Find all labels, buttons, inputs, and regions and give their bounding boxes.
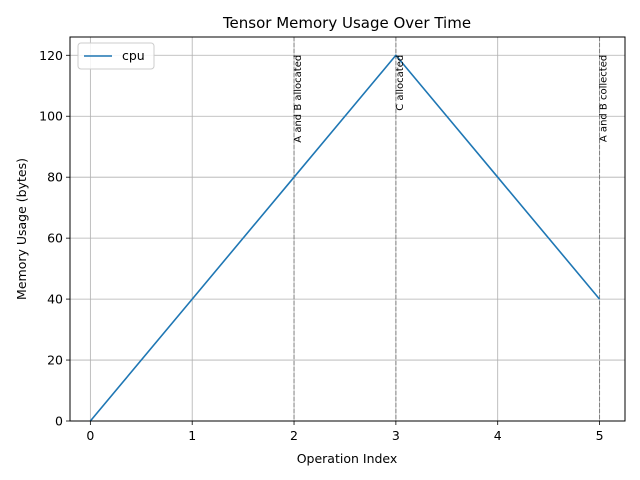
x-tick-label: 4: [494, 428, 502, 443]
x-tick-label: 0: [86, 428, 94, 443]
plot-frame: [69, 36, 626, 422]
series-line-cpu: [89, 54, 601, 422]
y-tick-label: 80: [47, 170, 63, 185]
annotation-label: A and B allocated: [293, 55, 304, 143]
y-tick-label: 40: [47, 292, 63, 307]
legend-box: [77, 42, 155, 70]
y-tick-label: 60: [47, 231, 63, 246]
legend: cpu: [77, 42, 155, 70]
y-tick-label: 20: [47, 353, 63, 368]
x-tick-label: 2: [290, 428, 298, 443]
y-tick-label: 120: [39, 48, 63, 63]
legend-label-cpu: cpu: [122, 48, 145, 63]
annotation-label: A and B collected: [599, 55, 610, 142]
y-axis-label: Memory Usage (bytes): [14, 158, 29, 300]
annotation-labels: A and B allocated C allocated A and B coll…: [293, 55, 610, 143]
chart-title: Tensor Memory Usage Over Time: [222, 14, 471, 32]
annotation-lines: [293, 37, 601, 421]
y-tick-label: 100: [39, 109, 63, 124]
x-axis-label: Operation Index: [297, 451, 398, 466]
y-tick-label: 0: [55, 414, 63, 429]
axis-ticks: 0 1 2 3 4 5 0 20 40 60 80 100 120: [39, 48, 603, 443]
annotation-label: C allocated: [395, 55, 406, 111]
x-tick-label: 3: [392, 428, 400, 443]
x-tick-label: 5: [596, 428, 604, 443]
x-tick-label: 1: [188, 428, 196, 443]
